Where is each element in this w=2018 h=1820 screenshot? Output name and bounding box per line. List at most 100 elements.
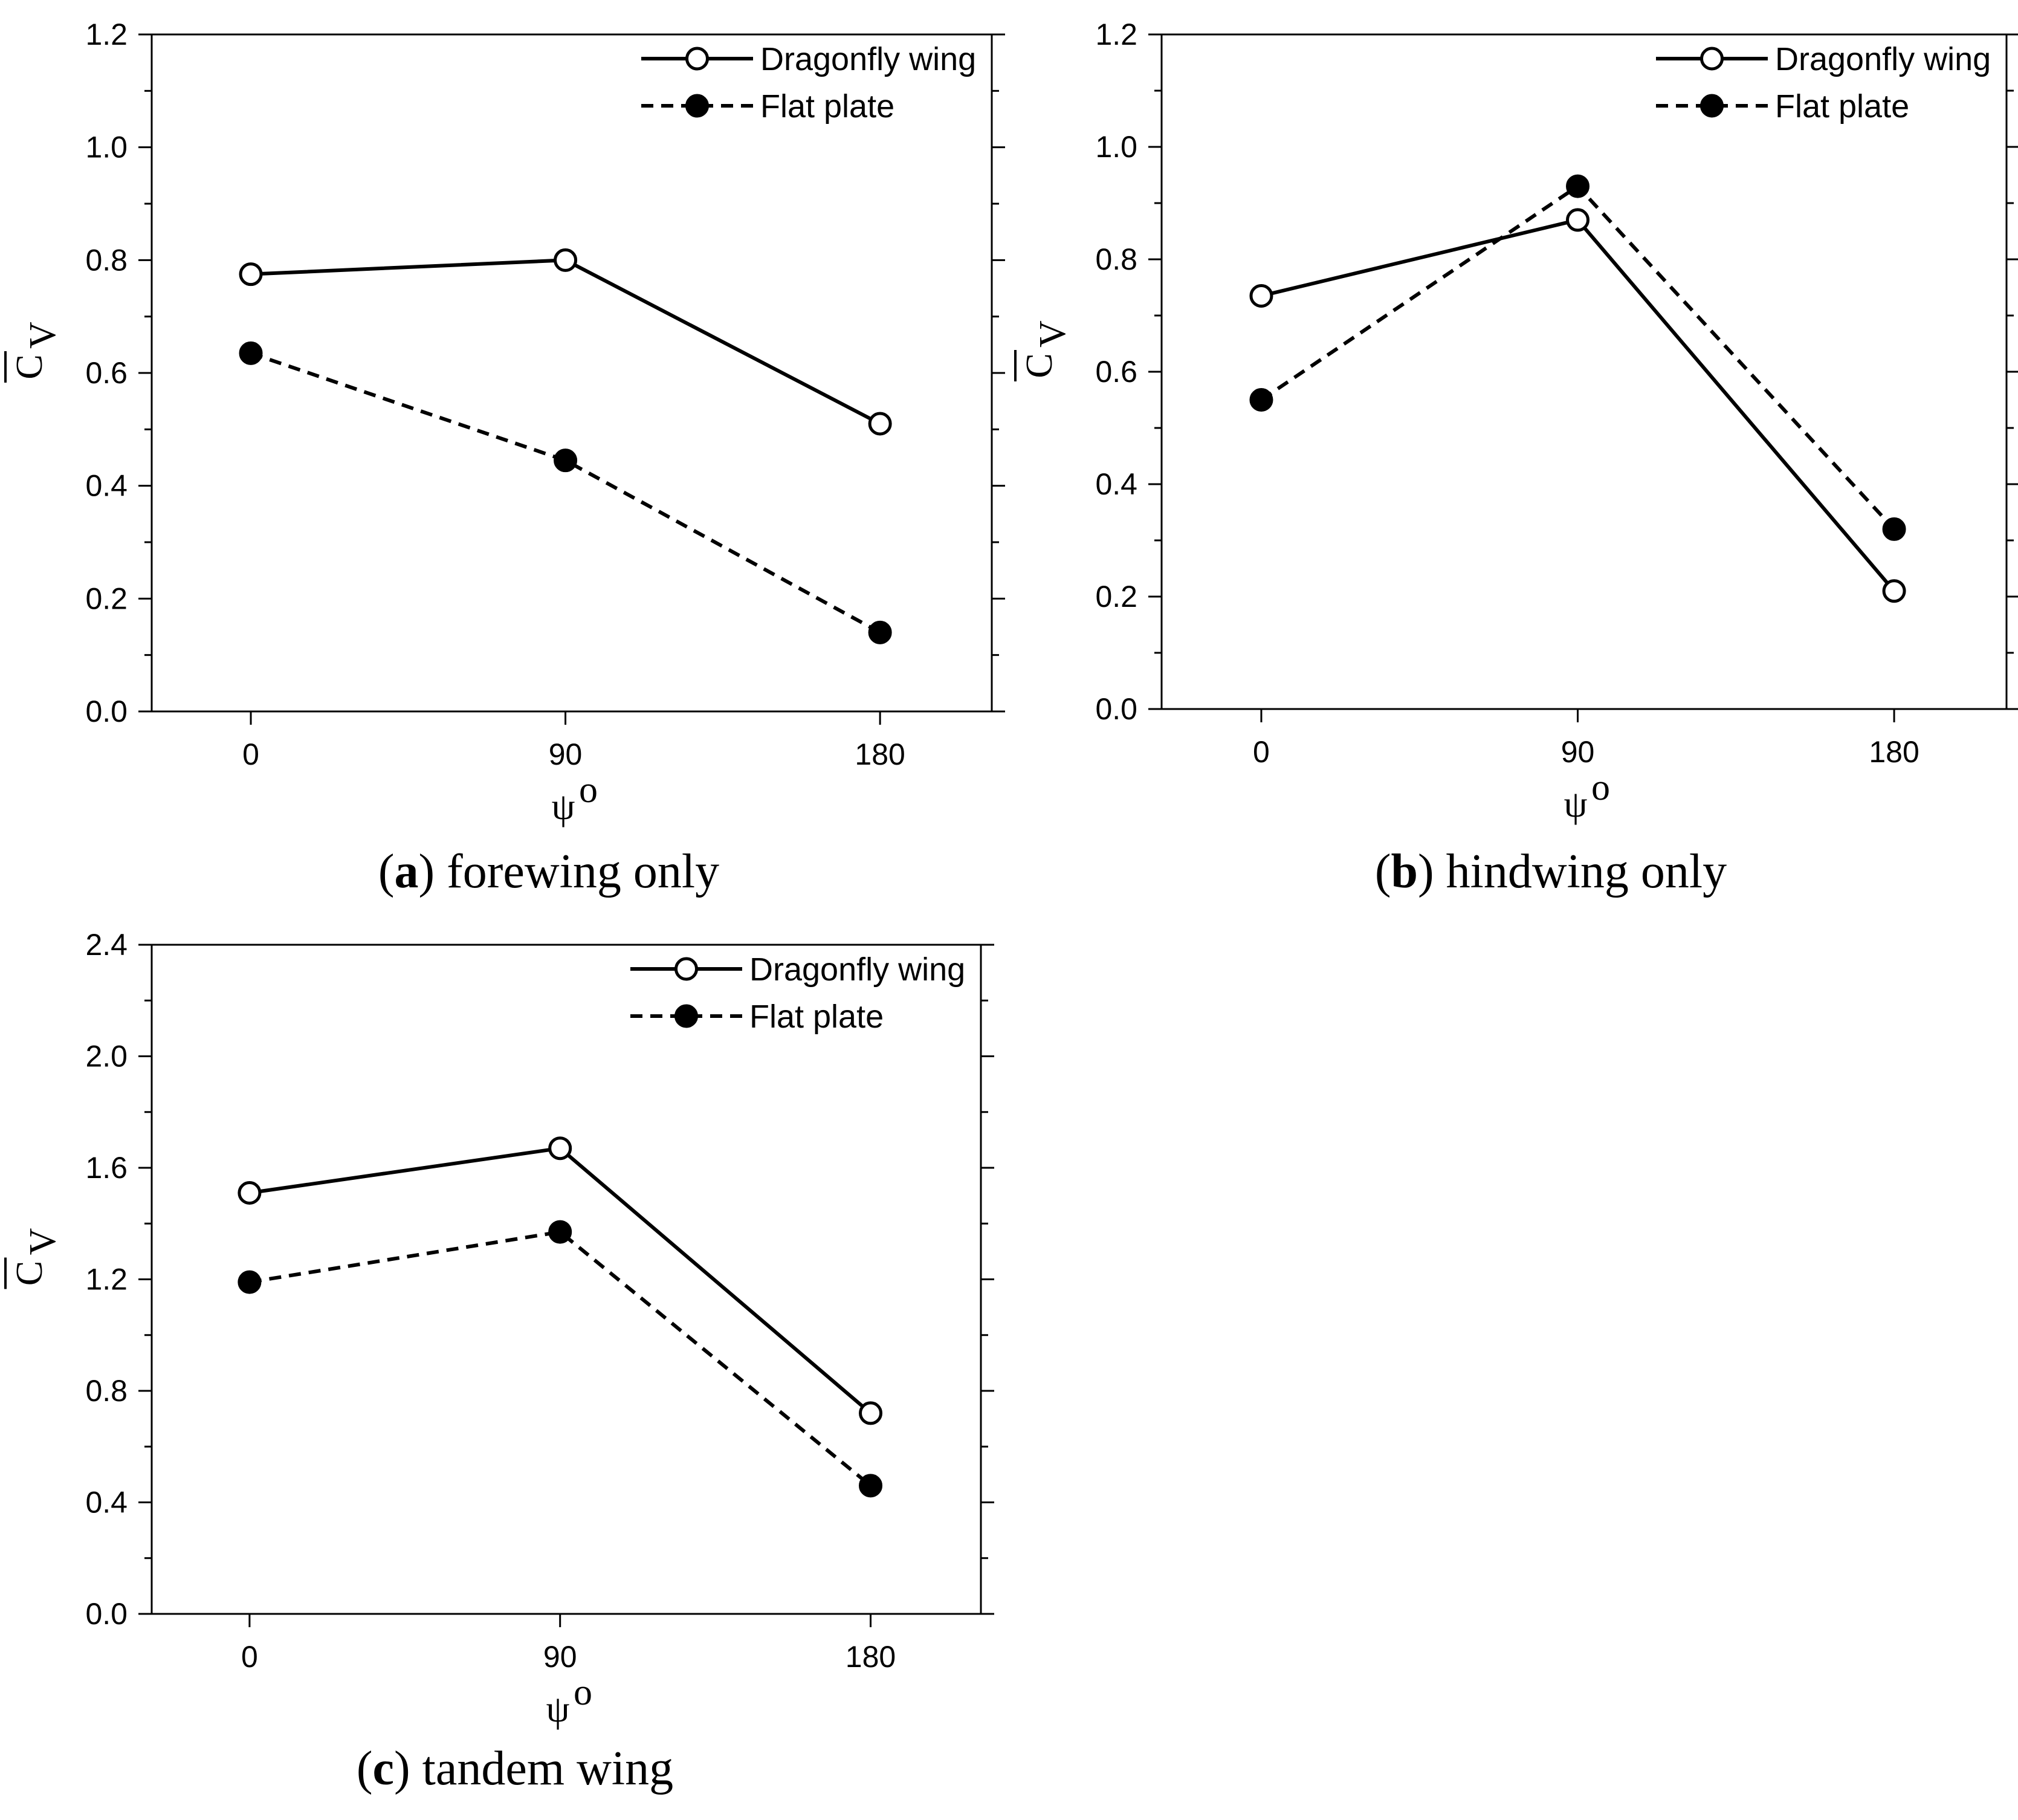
data-point-flat-plate (868, 620, 892, 644)
caption-paren-open: ( (1375, 845, 1391, 898)
y-tick-label: 1.2 (85, 18, 128, 51)
x-tick-label: 90 (543, 1640, 577, 1674)
y-tick-label: 0.4 (85, 1486, 128, 1520)
x-tick-label: 90 (1561, 735, 1595, 769)
y-axis-title: CV (4, 322, 63, 383)
plot-frame (1160, 33, 2008, 710)
caption-text: hindwing only (1434, 845, 1727, 898)
caption-paren-close: ) (418, 845, 435, 898)
caption-paren-close: ) (1418, 845, 1434, 898)
y-tick-label: 0.0 (85, 695, 128, 728)
caption-paren-close: ) (394, 1742, 410, 1795)
y-tick-label: 0.4 (1095, 467, 1137, 501)
data-point-flat-plate (238, 1270, 262, 1294)
panel-caption: (c) tandem wing (357, 1742, 673, 1795)
data-point-dragonfly-wing (1249, 283, 1273, 308)
y-tick-label: 0.6 (85, 356, 128, 390)
y-tick-label: 0.8 (85, 243, 128, 277)
y-tick-label: 0.0 (1095, 692, 1137, 726)
legend-label: Dragonfly wing (760, 41, 976, 77)
x-tick-label: 90 (549, 737, 583, 771)
y-tick-label: 0.2 (1095, 580, 1137, 614)
data-point-flat-plate (239, 341, 263, 365)
legend-marker (685, 94, 709, 118)
y-axis-title-text: C (9, 1261, 50, 1286)
x-tick-label: 180 (855, 737, 905, 771)
y-axis-title-sub: V (22, 1228, 63, 1255)
data-point-dragonfly-wing (554, 248, 578, 272)
data-point-flat-plate (548, 1220, 572, 1244)
x-axis-title: ψ (546, 1689, 570, 1730)
chart-panel-c: 0.0 0.4 0.8 1.2 1.6 2.0 2.4 0 90 180 ψ o CV Dragonfly… (4, 928, 994, 1795)
y-tick-label: 2.4 (85, 928, 128, 962)
series-line-dragonfly-wing (249, 1146, 872, 1415)
caption-letter: a (394, 845, 418, 898)
y-axis-title-text: C (9, 354, 50, 379)
y-tick-label: 1.6 (85, 1151, 128, 1185)
x-axis-title: ψ (1564, 784, 1588, 825)
y-tick-label: 1.0 (1095, 130, 1137, 164)
y-axis-title-sub: V (22, 322, 63, 349)
y-tick-label: 1.2 (1095, 18, 1137, 51)
data-point-dragonfly-wing (1566, 208, 1590, 232)
x-axis-title-sup: o (1591, 767, 1610, 808)
data-point-dragonfly-wing (859, 1401, 883, 1425)
caption-paren-open: ( (378, 845, 395, 898)
data-point-flat-plate (859, 1474, 883, 1498)
legend-marker (674, 957, 698, 981)
y-tick-label: 0.8 (85, 1374, 128, 1408)
data-point-flat-plate (1882, 517, 1906, 541)
panel-caption: (a) forewing only (378, 845, 719, 898)
x-tick-label: 0 (1253, 735, 1270, 769)
legend-marker (674, 1004, 698, 1028)
series-line-dragonfly-wing (1261, 218, 1896, 592)
data-point-dragonfly-wing (1882, 579, 1906, 603)
y-tick-label: 0.8 (1095, 242, 1137, 276)
y-axis-title: CV (4, 1228, 63, 1289)
plot-frame (150, 33, 993, 713)
legend-label: Dragonfly wing (1775, 41, 1991, 77)
legend-label: Flat plate (760, 88, 894, 125)
data-point-dragonfly-wing (548, 1136, 572, 1161)
y-tick-label: 0.6 (1095, 355, 1137, 389)
chart-panel-a: 0.0 0.2 0.4 0.6 0.8 1.0 1.2 0 90 180 ψ o CV Dragonfly… (4, 18, 1005, 898)
legend-marker (1700, 47, 1724, 71)
y-axis-title-sub: V (1032, 320, 1073, 348)
x-axis-title-sup: o (574, 1672, 592, 1713)
data-point-flat-plate (1249, 388, 1273, 412)
y-tick-label: 2.0 (85, 1040, 128, 1074)
series-line-flat-plate (249, 1229, 872, 1488)
series-line-flat-plate (250, 351, 881, 634)
x-axis-title-sup: o (579, 769, 598, 811)
caption-text: tandem wing (410, 1742, 673, 1795)
x-tick-label: 0 (241, 1640, 258, 1674)
y-axis-title: CV (1014, 320, 1073, 381)
panel-caption: (b) hindwing only (1375, 845, 1727, 898)
series-line-dragonfly-wing (250, 258, 881, 426)
y-axis-title-text: C (1019, 353, 1060, 378)
data-point-flat-plate (554, 449, 578, 473)
x-tick-label: 0 (242, 737, 259, 771)
y-tick-label: 0.2 (85, 581, 128, 615)
data-point-flat-plate (1566, 174, 1590, 198)
data-point-dragonfly-wing (238, 1181, 262, 1205)
y-tick-label: 0.4 (85, 469, 128, 503)
legend-label: Flat plate (749, 999, 884, 1035)
caption-letter: c (373, 1742, 395, 1795)
legend-label: Flat plate (1775, 88, 1909, 125)
caption-letter: b (1391, 845, 1418, 898)
legend-label: Dragonfly wing (749, 951, 965, 988)
caption-text: forewing only (435, 845, 719, 898)
x-axis-title: ψ (552, 786, 575, 827)
data-point-dragonfly-wing (239, 262, 263, 287)
caption-paren-open: ( (357, 1742, 373, 1795)
x-tick-label: 180 (1869, 735, 1919, 769)
legend-marker (1700, 94, 1724, 118)
legend-marker (685, 47, 709, 71)
y-tick-label: 0.0 (85, 1597, 128, 1631)
y-tick-label: 1.2 (85, 1263, 128, 1297)
data-point-dragonfly-wing (868, 412, 892, 436)
chart-panel-b: 0.0 0.2 0.4 0.6 0.8 1.0 1.2 0 90 180 ψ o CV Dragonfly… (1014, 18, 2018, 898)
x-tick-label: 180 (846, 1640, 896, 1674)
